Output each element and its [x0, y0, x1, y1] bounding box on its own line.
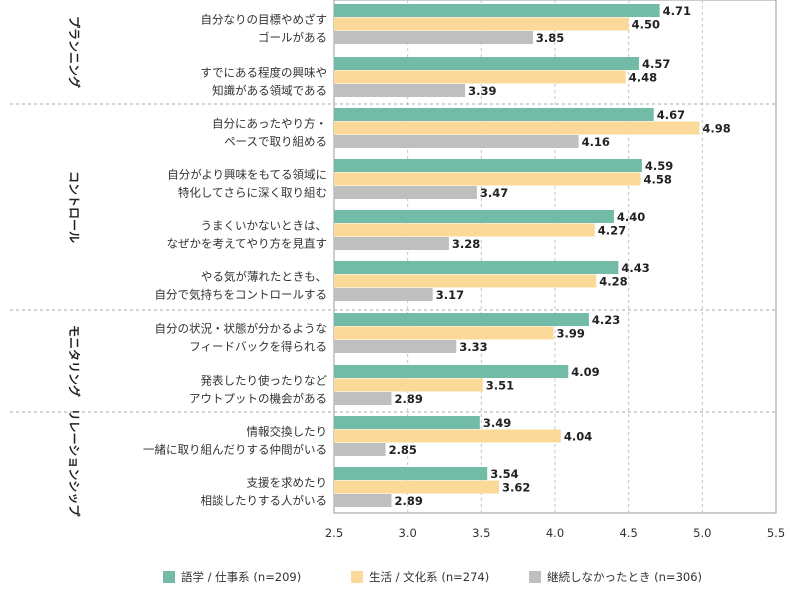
- value-label: 3.62: [502, 480, 530, 494]
- bar: [334, 186, 477, 199]
- bar: [334, 135, 579, 148]
- category-label: 一緒に取り組んだりする仲間がいる: [143, 443, 327, 457]
- value-label: 3.39: [468, 84, 496, 98]
- legend-label: 語学 / 仕事系 (n=209): [181, 570, 301, 584]
- bar: [334, 274, 597, 288]
- value-label: 4.23: [592, 313, 620, 327]
- legend-swatch: [529, 571, 541, 583]
- value-label: 4.59: [645, 159, 673, 173]
- category-label: やる気が薄れたときも、: [201, 270, 327, 284]
- value-label: 4.58: [643, 172, 671, 186]
- bar: [334, 416, 480, 429]
- bar: [334, 392, 392, 405]
- value-label: 3.47: [480, 186, 508, 200]
- legend-label: 生活 / 文化系 (n=274): [369, 570, 489, 584]
- category-label: 自分なりの目標やめざす: [201, 13, 328, 27]
- x-tick-label: 5.0: [693, 526, 711, 540]
- bar: [334, 378, 483, 392]
- bar: [334, 210, 614, 223]
- value-label: 4.67: [657, 108, 685, 122]
- legend-label: 継続しなかったとき (n=306): [547, 570, 702, 584]
- value-label: 3.54: [490, 467, 518, 481]
- bar: [334, 261, 619, 274]
- category-label: すでにある程度の興味や: [200, 66, 327, 80]
- value-label: 4.43: [621, 261, 649, 275]
- category-label: ゴールがある: [258, 31, 327, 45]
- value-label: 2.89: [394, 494, 422, 508]
- category-label: アウトプットの機会がある: [189, 392, 327, 406]
- category-label: フィードバックを得られる: [189, 340, 327, 354]
- x-tick-label: 5.5: [767, 526, 785, 540]
- bar: [334, 443, 386, 456]
- x-tick-label: 4.0: [546, 526, 564, 540]
- value-label: 4.09: [571, 365, 599, 379]
- bar: [334, 237, 449, 250]
- category-label: 知識がある領域である: [212, 84, 327, 98]
- bar: [334, 17, 629, 31]
- category-label: 特化してさらに深く取り組む: [178, 186, 327, 200]
- value-label: 4.98: [702, 121, 730, 135]
- value-label: 3.99: [557, 326, 585, 340]
- value-label: 4.40: [617, 210, 645, 224]
- legend-swatch: [351, 571, 363, 583]
- category-label: 自分の状況・状態が分かるような: [155, 322, 328, 336]
- category-label: 自分がより興味をもてる領域に: [167, 168, 327, 182]
- bar: [334, 159, 642, 172]
- bar: [334, 326, 554, 340]
- bar: [334, 340, 457, 353]
- category-label: ペースで取り組める: [224, 135, 327, 149]
- category-label: なぜかを考えてやり方を見直す: [167, 237, 327, 251]
- value-label: 4.28: [599, 274, 627, 288]
- value-label: 4.48: [629, 70, 657, 84]
- group-label: モニタリング: [67, 325, 82, 397]
- bar: [334, 365, 569, 378]
- bar: [334, 172, 641, 186]
- bar: [334, 57, 639, 70]
- value-label: 4.16: [582, 135, 610, 149]
- category-label: 相談したりする人がいる: [201, 494, 328, 508]
- group-label: プランニング: [67, 16, 82, 88]
- bar: [334, 31, 533, 44]
- value-label: 3.33: [459, 340, 487, 354]
- bar: [334, 223, 595, 237]
- bar: [334, 4, 660, 17]
- category-label: 自分で気持ちをコントロールする: [155, 288, 328, 302]
- value-label: 3.17: [436, 288, 464, 302]
- x-tick-label: 3.5: [472, 526, 490, 540]
- value-label: 3.49: [483, 416, 511, 430]
- legend-swatch: [163, 571, 175, 583]
- value-label: 2.85: [389, 443, 417, 457]
- group-label: コントロール: [67, 171, 81, 243]
- x-tick-label: 4.5: [620, 526, 638, 540]
- bar: [334, 494, 392, 507]
- category-label: 支援を求めたり: [247, 476, 328, 490]
- value-label: 2.89: [394, 392, 422, 406]
- category-label: 発表したり使ったりなど: [201, 374, 328, 388]
- value-label: 4.71: [663, 4, 691, 18]
- x-tick-label: 3.0: [399, 526, 417, 540]
- bar: [334, 84, 466, 97]
- bar: [334, 429, 561, 443]
- value-label: 4.27: [598, 223, 626, 237]
- category-label: 自分にあったやり方・: [212, 117, 327, 131]
- x-tick-label: 2.5: [325, 526, 343, 540]
- bar: [334, 121, 700, 135]
- value-label: 4.04: [564, 429, 592, 443]
- value-label: 3.85: [536, 31, 564, 45]
- value-label: 4.50: [632, 17, 660, 31]
- bar: [334, 108, 654, 121]
- bar: [334, 313, 589, 326]
- group-label: リレーションシップ: [67, 409, 82, 518]
- value-label: 4.57: [642, 57, 670, 71]
- category-label: うまくいかないときは、: [201, 219, 328, 233]
- bar: [334, 467, 488, 480]
- category-label: 情報交換したり: [247, 425, 328, 439]
- bar: [334, 288, 433, 301]
- bar: [334, 70, 626, 84]
- value-label: 3.28: [452, 237, 480, 251]
- bar: [334, 480, 500, 494]
- value-label: 3.51: [486, 378, 514, 392]
